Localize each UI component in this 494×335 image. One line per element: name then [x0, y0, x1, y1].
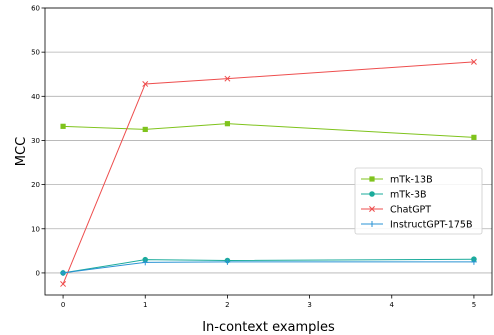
legend-marker [369, 176, 375, 182]
legend-marker [369, 221, 375, 227]
x-tick-label: 5 [472, 301, 476, 309]
plot-frame [44, 7, 493, 296]
x-axis-label: In-context examples [202, 320, 335, 335]
data-point [471, 134, 477, 140]
y-tick-label: 0 [36, 269, 40, 277]
y-tick-label: 50 [31, 49, 40, 57]
legend-label: mTk-13B [390, 174, 433, 185]
series-lines [60, 58, 477, 287]
y-tick-label: 40 [31, 93, 40, 101]
data-point [60, 281, 67, 287]
legend-marker [369, 206, 375, 212]
series-line [62, 258, 474, 274]
y-axis-ticks: 0 10 20 30 40 50 60 [31, 5, 45, 277]
data-point [224, 75, 231, 82]
y-tick-label: 10 [31, 225, 40, 233]
y-tick-label: 20 [31, 181, 40, 189]
legend-label: mTk-3B [390, 189, 427, 200]
data-point [224, 258, 231, 265]
legend-box [354, 167, 483, 235]
series-mtk-13b [60, 121, 477, 140]
legend-label: InstructGPT-175B [390, 219, 472, 230]
x-tick-label: 1 [143, 301, 147, 309]
data-point [60, 269, 67, 276]
series-instructgpt-175b [60, 258, 477, 276]
series-line [62, 61, 474, 285]
data-point [142, 126, 148, 133]
x-tick-label: 4 [390, 301, 395, 309]
data-point [60, 123, 66, 129]
legend-item: ChatGPT [361, 204, 431, 215]
y-tick-label: 30 [31, 137, 40, 145]
legend-label: ChatGPT [390, 204, 431, 215]
x-axis-ticks: 0 1 2 3 4 5 [61, 295, 476, 309]
series-line [63, 261, 474, 274]
legend-item: mTk-13B [361, 174, 433, 185]
data-point [142, 259, 149, 266]
series-chatgpt [60, 58, 477, 287]
data-point [470, 58, 477, 65]
legend-item: InstructGPT-175B [361, 219, 472, 230]
legend-marker [369, 191, 375, 197]
data-point [224, 121, 231, 127]
x-tick-label: 2 [225, 301, 229, 309]
data-point [470, 258, 477, 265]
data-point [142, 80, 149, 87]
legend-item: mTk-3B [361, 189, 427, 200]
y-axis-label: MCC [14, 137, 29, 166]
x-tick-label: 0 [61, 301, 65, 309]
series-line [63, 123, 474, 138]
y-tick-label: 60 [31, 5, 40, 13]
legend: mTk-13B mTk-3B ChatGPT InstructGPT-175B [354, 167, 483, 235]
x-tick-label: 3 [307, 301, 311, 309]
